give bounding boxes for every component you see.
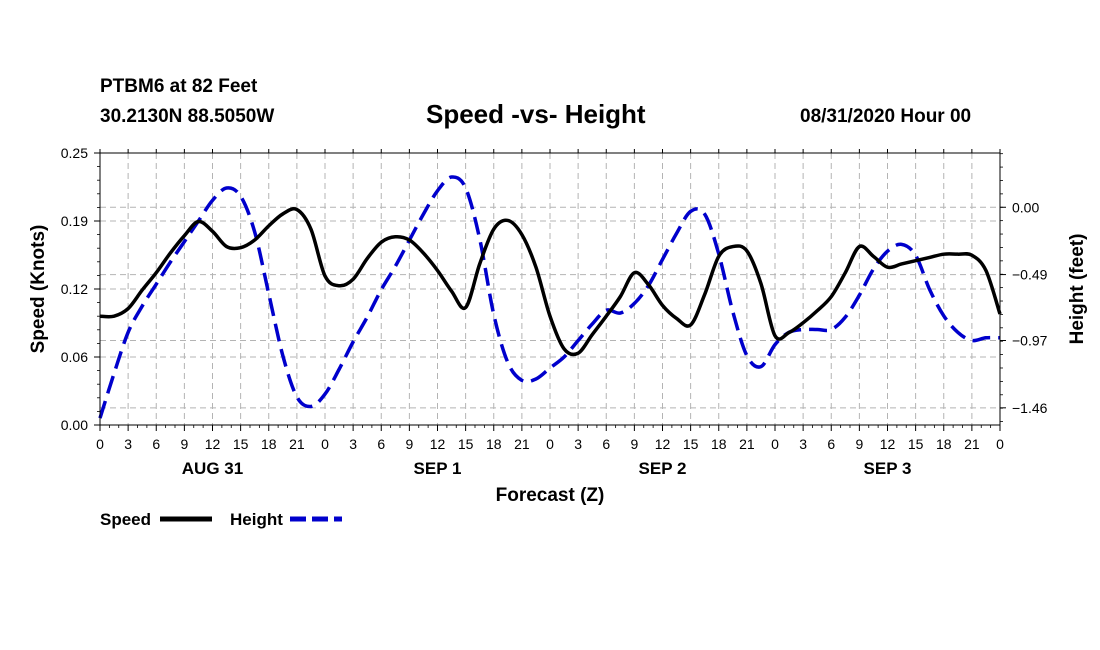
x-tick-label: 0 [771,436,779,452]
x-tick-label: 0 [96,436,104,452]
y-tick-label: 0.12 [61,281,88,297]
y-axis-title: Speed (Knots) [28,225,49,354]
x-tick-label: 21 [964,436,980,452]
x-tick-label: 18 [936,436,952,452]
x-tick-label: 9 [855,436,863,452]
x-tick-label: 12 [880,436,896,452]
x-tick-label: 6 [152,436,160,452]
x-tick-label: 3 [574,436,582,452]
x-tick-label: 0 [321,436,329,452]
y2-tick-label: −0.97 [1012,333,1048,349]
x-tick-label: 18 [486,436,502,452]
x-tick-label: 3 [799,436,807,452]
y-tick-label: 0.19 [61,213,88,229]
legend-height-label: Height [230,510,283,529]
y-tick-label: 0.25 [61,145,88,161]
x-tick-label: 18 [711,436,727,452]
x-tick-label: 15 [458,436,474,452]
x-tick-label: 3 [124,436,132,452]
x-tick-label: 15 [908,436,924,452]
grid-lines [100,153,1000,425]
date-label: AUG 31 [182,459,243,478]
chart-title: Speed -vs- Height [426,99,646,129]
y-tick-label: 0.00 [61,417,88,433]
series-lines [98,175,1002,419]
date-label: SEP 3 [864,459,912,478]
x-tick-label: 15 [233,436,249,452]
y2-axis-title: Height (feet) [1067,234,1088,345]
x-tick-label: 12 [430,436,446,452]
y2-tick-label: 0.00 [1012,199,1039,215]
x-tick-label: 6 [377,436,385,452]
date-label: SEP 1 [414,459,462,478]
y2-tick-label: −1.46 [1012,400,1048,416]
forecast-date: 08/31/2020 Hour 00 [800,106,972,127]
x-tick-label: 21 [739,436,755,452]
legend: Speed Height [100,510,342,529]
x-tick-label: 9 [405,436,413,452]
x-tick-label: 21 [514,436,530,452]
x-tick-label: 15 [683,436,699,452]
x-tick-label: 0 [546,436,554,452]
x-tick-label: 3 [349,436,357,452]
x-tick-label: 21 [289,436,305,452]
x-tick-label: 6 [827,436,835,452]
y-tick-label: 0.06 [61,349,88,365]
x-tick-label: 18 [261,436,277,452]
x-tick-label: 9 [180,436,188,452]
x-tick-label: 12 [655,436,671,452]
axes: 0 3 6 9 12 15 18 21 0 3 6 9 12 15 18 21 0 3 6 9 12 15 18 21 0 3 6 9… [61,145,1048,478]
legend-speed-label: Speed [100,510,151,529]
x-tick-label: 0 [996,436,1004,452]
station-title: PTBM6 at 82 Feet [100,76,258,97]
x-tick-label: 6 [602,436,610,452]
speed-series-line [99,207,1002,357]
x-tick-label: 9 [630,436,638,452]
station-coordinates: 30.2130N 88.5050W [100,106,275,127]
date-label: SEP 2 [639,459,687,478]
y2-tick-label: −0.49 [1012,267,1048,283]
x-axis-title: Forecast (Z) [496,485,605,506]
x-tick-label: 12 [205,436,221,452]
